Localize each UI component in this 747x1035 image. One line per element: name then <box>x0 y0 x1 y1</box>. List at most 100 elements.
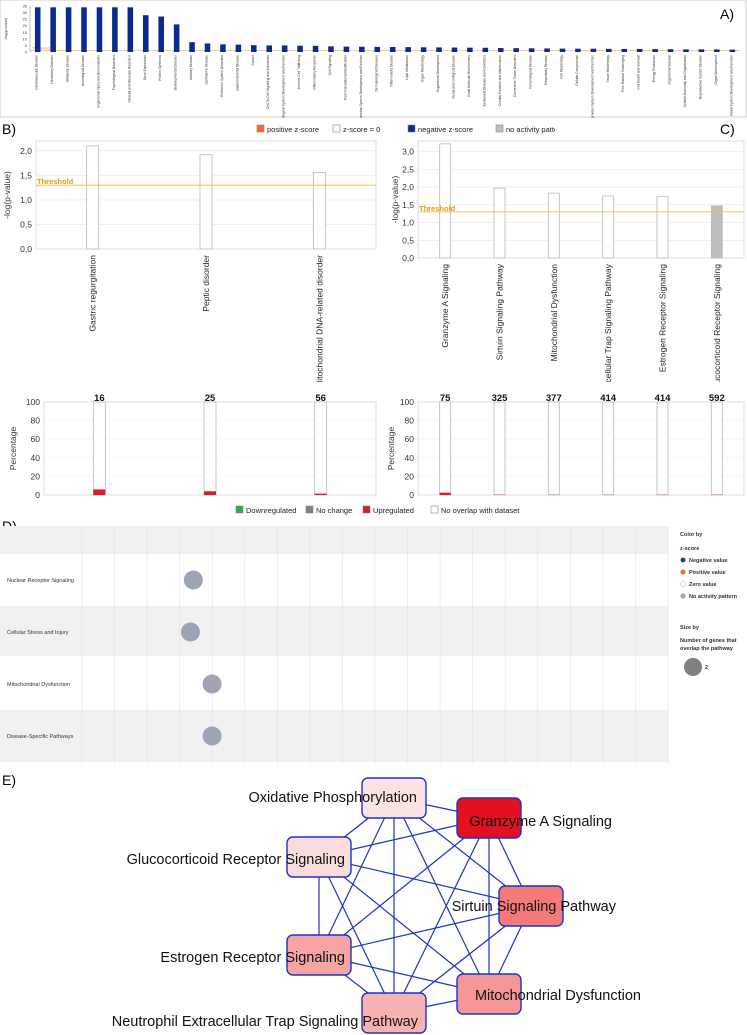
category-label: Cellular Function and Maintenance <box>498 55 502 106</box>
panel-a-category-labels: Cardiovascular Disease Hereditary Disorde… <box>35 54 734 118</box>
panel-b-percentage-chart: 0 20 40 60 80 100 Percentage 16 25 56 <box>8 393 377 500</box>
pathway-bubble <box>202 726 222 746</box>
bar <box>714 49 720 52</box>
category-label: Renal and Urological Disease <box>451 55 455 99</box>
bar <box>602 195 615 259</box>
network-node <box>498 885 564 927</box>
y-tick-label: 0,0 <box>402 253 414 263</box>
network-node-box <box>456 973 522 1015</box>
bar <box>683 49 689 52</box>
network-node-box <box>286 836 352 878</box>
network-node <box>456 797 522 839</box>
category-label: Tissue Morphology <box>606 55 610 83</box>
y-tick-label: 60 <box>405 434 415 444</box>
bar <box>729 49 736 52</box>
network-node-label: Granzyme A Signaling <box>469 814 612 830</box>
network-node-label: Glucocorticoid Receptor Signaling <box>127 852 345 868</box>
legend-label: Negative value <box>689 558 728 564</box>
category-label: Visual System Development and Function <box>729 55 733 116</box>
bar <box>493 187 506 259</box>
y-tick-label: 15 <box>23 30 28 35</box>
bar <box>359 46 365 52</box>
row-label: Mitochondrial Dysfunction <box>7 682 70 688</box>
network-node-box <box>361 777 427 819</box>
gene-total-label: 75 <box>440 393 451 404</box>
legend-desc: overlap the pathway <box>680 646 734 652</box>
bar <box>547 401 560 496</box>
gene-total-label: 592 <box>709 393 725 404</box>
bar <box>493 401 506 496</box>
panel-a-frame <box>0 0 747 118</box>
bar <box>81 7 87 53</box>
network-edge <box>318 856 395 1014</box>
legend-swatch <box>362 505 371 514</box>
legend-swatch <box>332 124 341 133</box>
bar <box>158 16 164 52</box>
y-tick-label: 35 <box>23 4 28 9</box>
gene-total-label: 377 <box>546 393 562 404</box>
bar <box>112 7 118 53</box>
panel-label-a: A) <box>720 6 734 22</box>
upregulated-segment <box>204 491 216 495</box>
y-tick-label: 100 <box>400 397 414 407</box>
network-node-box <box>286 934 352 976</box>
legend-size-value: 2 <box>705 665 708 671</box>
panel-c-pvalue-chart: 0,0 0,5 1,0 1,5 2,0 2,5 3,0 -log(p-value) Granzy… <box>390 140 745 382</box>
bar <box>127 7 134 53</box>
category-label: Metabolic Disease <box>66 55 70 82</box>
row-band <box>0 526 668 554</box>
row-band <box>0 606 668 656</box>
panel-e-network: Oxidative Phosphorylation Granzyme A Sign… <box>112 777 641 1034</box>
bar <box>266 45 273 52</box>
bar <box>96 7 103 53</box>
network-node-box <box>456 797 522 839</box>
panel-a-bars <box>34 7 736 53</box>
bar <box>204 43 211 52</box>
network-edge <box>393 817 490 1014</box>
legend-dot <box>680 569 686 575</box>
bar <box>251 45 257 52</box>
category-label: Neurological Disease <box>81 55 85 86</box>
network-node-label: Oxidative Phosphorylation <box>249 790 417 806</box>
category-label: Lipid Metabolism <box>405 55 409 80</box>
category-label: Cellular Assembly and Organization <box>683 55 687 107</box>
category-label: Behavioral Disease and Conditions <box>482 55 486 107</box>
gene-total-label: 414 <box>600 393 617 404</box>
bar <box>86 145 100 250</box>
category-label: Sirtuin Signaling Pathway <box>495 263 505 360</box>
upregulated-segment <box>314 493 327 495</box>
y-tick-label: 60 <box>31 434 41 444</box>
bar <box>698 49 705 52</box>
legend-title: Size by <box>680 625 700 631</box>
category-label: Respiratory Disease <box>544 55 548 85</box>
category-label: Endocrine System Disorders <box>220 55 224 97</box>
bar <box>575 48 581 52</box>
bar <box>34 7 41 53</box>
bar <box>667 49 674 52</box>
category-label: Developmental Disorder <box>174 54 178 90</box>
bar <box>220 44 226 52</box>
y-tick-label: 0,5 <box>402 235 414 245</box>
category-label: Cell-To-Cell Signaling and Interaction <box>266 55 270 109</box>
bar <box>297 45 303 52</box>
panel-c-percentage-chart: 0 20 40 60 80 100 Percentage 75 325 377 414 414 592 <box>388 393 745 500</box>
bar <box>420 47 427 52</box>
bar <box>528 48 535 52</box>
bar <box>439 143 452 259</box>
pathway-bubble <box>183 570 203 590</box>
legend-dot <box>680 593 686 599</box>
y-tick-label: 1,5 <box>402 200 414 210</box>
category-label: Organ Development <box>714 55 718 85</box>
category-label: Gastric regurgitation <box>88 255 98 332</box>
y-tick-label: 20 <box>405 471 415 481</box>
category-label: Immune Cell Trafficking <box>297 55 301 90</box>
y-tick-label: 1,0 <box>20 195 32 205</box>
legend-label: positive z-score <box>267 125 319 134</box>
bar <box>314 401 328 496</box>
category-label: Organismal Development <box>436 55 440 92</box>
y-axis-label: -log(p-value) <box>3 17 8 40</box>
y-tick-label: 0,5 <box>20 219 32 229</box>
gene-total-label: 16 <box>94 393 105 404</box>
category-label: Inflammatory Response <box>313 55 317 90</box>
bar <box>235 44 242 52</box>
